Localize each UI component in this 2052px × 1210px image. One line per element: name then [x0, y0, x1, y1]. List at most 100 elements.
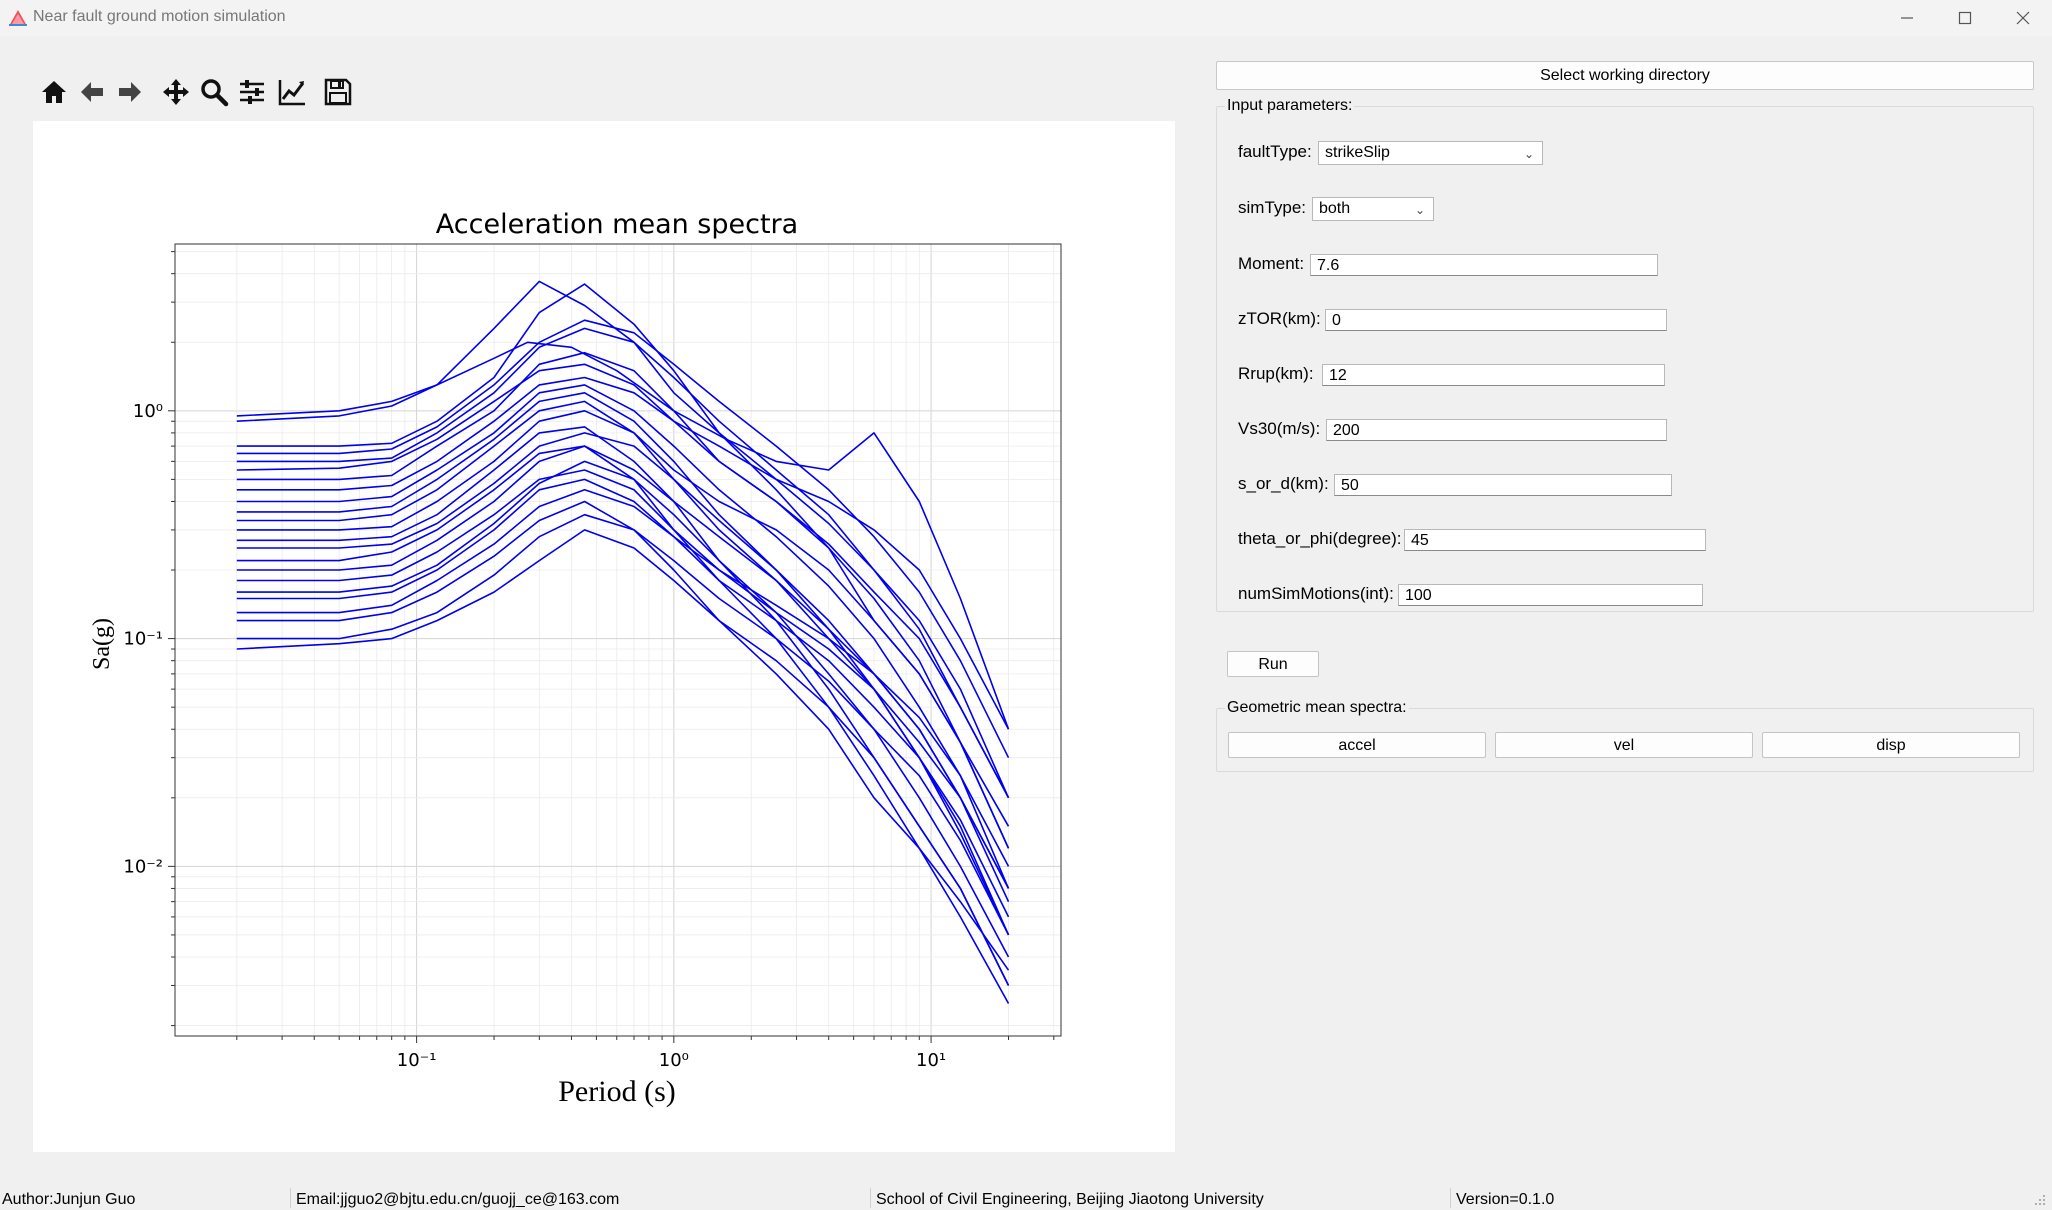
- simtype-label: simType:: [1238, 198, 1307, 217]
- x-tick-label: 10⁰: [659, 1050, 689, 1071]
- spectrum-line: [236, 513, 1010, 936]
- numsimmotions-input[interactable]: 100: [1398, 584, 1703, 606]
- close-button[interactable]: [1994, 0, 2052, 36]
- back-arrow-icon: [81, 82, 103, 102]
- home-icon: [42, 81, 66, 103]
- forward-button[interactable]: [112, 74, 148, 110]
- status-separator: [870, 1188, 871, 1208]
- rrup-input[interactable]: 12: [1322, 364, 1665, 386]
- x-axis-label: Period (s): [558, 1075, 675, 1108]
- geometric-mean-spectra-title: Geometric mean spectra:: [1225, 699, 1409, 717]
- save-figure-button[interactable]: [320, 74, 356, 110]
- vel-spectra-button[interactable]: vel: [1495, 732, 1753, 758]
- faulttype-value: strikeSlip: [1325, 144, 1390, 161]
- spectrum-line: [236, 283, 1010, 827]
- acceleration-spectra-chart[interactable]: 10⁻¹ 10⁰ 10¹ 10⁻² 10⁻¹ 10⁰ Acceleration mean …: [33, 121, 1175, 1152]
- spectrum-line: [236, 445, 1010, 889]
- configure-subplots-icon: [240, 80, 264, 104]
- x-tick-label: 10⁻¹: [397, 1050, 437, 1071]
- input-parameters-group: [1216, 106, 2034, 612]
- theta-or-phi-input[interactable]: 45: [1404, 529, 1706, 551]
- axes-frame: [174, 243, 1062, 1037]
- select-working-directory-button[interactable]: Select working directory: [1216, 61, 2034, 90]
- s-or-d-label: s_or_d(km):: [1238, 474, 1329, 493]
- maximize-icon: [1958, 11, 1972, 25]
- status-version: Version=0.1.0: [1456, 1191, 1555, 1208]
- numsimmotions-label: numSimMotions(int):: [1238, 584, 1394, 603]
- close-icon: [2016, 11, 2030, 25]
- forward-arrow-icon: [119, 82, 141, 102]
- zoom-icon: [201, 79, 229, 107]
- window-title: Near fault ground motion simulation: [33, 8, 286, 25]
- spectrum-line: [236, 529, 1010, 986]
- geometric-mean-spectra-group: [1216, 708, 2034, 772]
- spectrum-line: [236, 469, 1010, 889]
- spectrum-line: [236, 280, 1010, 799]
- spectrum-line: [236, 409, 1010, 849]
- moment-label: Moment:: [1238, 254, 1305, 273]
- edit-axis-icon: [278, 80, 305, 106]
- spectrum-line: [236, 363, 1010, 730]
- vs30-input[interactable]: 200: [1326, 419, 1667, 441]
- pan-icon: [163, 79, 189, 105]
- spectrum-line: [236, 500, 1010, 971]
- vs30-label: Vs30(m/s):: [1238, 419, 1321, 438]
- back-button[interactable]: [74, 74, 110, 110]
- y-axis-label: Sa(g): [89, 618, 115, 670]
- disp-spectra-button[interactable]: disp: [1762, 732, 2020, 758]
- x-tick-label: 10¹: [916, 1050, 946, 1071]
- spectrum-line: [236, 488, 1010, 867]
- spectrum-line: [236, 351, 1010, 849]
- spectrum-line: [236, 478, 1010, 918]
- y-tick-label: 10⁻¹: [123, 629, 163, 650]
- minimize-button[interactable]: [1878, 0, 1936, 36]
- s-or-d-input[interactable]: 50: [1334, 474, 1672, 496]
- ztor-label: zTOR(km):: [1238, 309, 1321, 328]
- theta-or-phi-label: theta_or_phi(degree):: [1238, 529, 1402, 548]
- minimize-icon: [1901, 17, 1913, 19]
- status-separator: [290, 1188, 291, 1208]
- app-logo-icon: [9, 10, 27, 26]
- status-school: School of Civil Engineering, Beijing Jia…: [876, 1191, 1264, 1208]
- configure-subplots-button[interactable]: [234, 74, 270, 110]
- spectrum-line: [236, 460, 1010, 958]
- status-bar: Author:Junjun Guo Email:jjguo2@bjtu.edu.…: [0, 1186, 2052, 1210]
- moment-input[interactable]: 7.6: [1310, 254, 1658, 276]
- y-tick-label: 10⁻²: [123, 856, 163, 877]
- status-email: Email:jjguo2@bjtu.edu.cn/guojj_ce@163.co…: [296, 1191, 620, 1208]
- zoom-button[interactable]: [196, 74, 232, 110]
- simtype-value: both: [1319, 200, 1351, 217]
- resize-grip-icon[interactable]: [2032, 1192, 2046, 1206]
- chart-series: [236, 280, 1010, 1004]
- chevron-down-icon: ⌄: [1523, 147, 1534, 161]
- simtype-select[interactable]: both ⌄: [1312, 197, 1434, 221]
- y-tick-label: 10⁰: [133, 401, 163, 422]
- edit-axis-button[interactable]: [274, 74, 310, 110]
- ztor-input[interactable]: 0: [1325, 309, 1667, 331]
- run-button[interactable]: Run: [1227, 651, 1319, 677]
- spectrum-line: [236, 384, 1010, 889]
- spectrum-line: [236, 319, 1010, 759]
- plot-figure[interactable]: 10⁻¹ 10⁰ 10¹ 10⁻² 10⁻¹ 10⁰ Acceleration mean …: [33, 121, 1175, 1152]
- chart-title: Acceleration mean spectra: [436, 209, 798, 240]
- home-button[interactable]: [36, 74, 72, 110]
- status-author: Author:Junjun Guo: [2, 1191, 136, 1208]
- chart-ticks: 10⁻¹ 10⁰ 10¹ 10⁻² 10⁻¹ 10⁰: [123, 251, 1055, 1071]
- rrup-label: Rrup(km):: [1238, 364, 1314, 383]
- chevron-down-icon: ⌄: [1414, 203, 1425, 217]
- accel-spectra-button[interactable]: accel: [1228, 732, 1486, 758]
- pan-button[interactable]: [158, 74, 194, 110]
- status-separator: [1450, 1188, 1451, 1208]
- spectrum-line: [236, 376, 1010, 799]
- faulttype-label: faultType:: [1238, 142, 1312, 161]
- spectrum-line: [236, 445, 1010, 1004]
- input-parameters-title: Input parameters:: [1225, 97, 1355, 115]
- save-icon: [324, 78, 352, 106]
- spectrum-line: [236, 391, 1010, 936]
- maximize-button[interactable]: [1936, 0, 1994, 36]
- faulttype-select[interactable]: strikeSlip ⌄: [1318, 141, 1543, 165]
- chart-grid: [175, 244, 1061, 1036]
- title-bar: Near fault ground motion simulation: [0, 0, 2052, 36]
- spectrum-line: [236, 327, 1010, 799]
- spectrum-line: [236, 341, 1010, 730]
